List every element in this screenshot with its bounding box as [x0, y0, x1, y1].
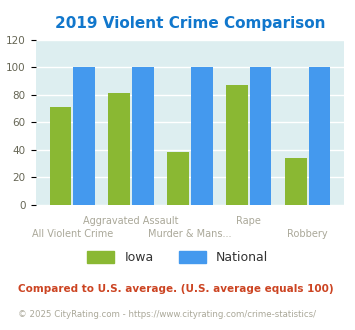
Bar	[73, 67, 95, 205]
Text: Compared to U.S. average. (U.S. average equals 100): Compared to U.S. average. (U.S. average …	[18, 284, 333, 294]
Bar	[191, 67, 213, 205]
Text: Aggravated Assault: Aggravated Assault	[83, 216, 179, 226]
Bar	[285, 158, 307, 205]
Text: © 2025 CityRating.com - https://www.cityrating.com/crime-statistics/: © 2025 CityRating.com - https://www.city…	[18, 310, 316, 319]
Bar	[50, 107, 71, 205]
Bar	[132, 67, 154, 205]
Text: Murder & Mans...: Murder & Mans...	[148, 229, 232, 239]
Text: Robbery: Robbery	[287, 229, 328, 239]
Bar	[250, 67, 272, 205]
Text: Rape: Rape	[236, 216, 261, 226]
Bar	[108, 93, 130, 205]
Text: All Violent Crime: All Violent Crime	[32, 229, 113, 239]
Bar	[226, 85, 248, 205]
Title: 2019 Violent Crime Comparison: 2019 Violent Crime Comparison	[55, 16, 325, 31]
Bar	[308, 67, 330, 205]
Bar	[167, 152, 189, 205]
Legend: Iowa, National: Iowa, National	[82, 246, 273, 269]
